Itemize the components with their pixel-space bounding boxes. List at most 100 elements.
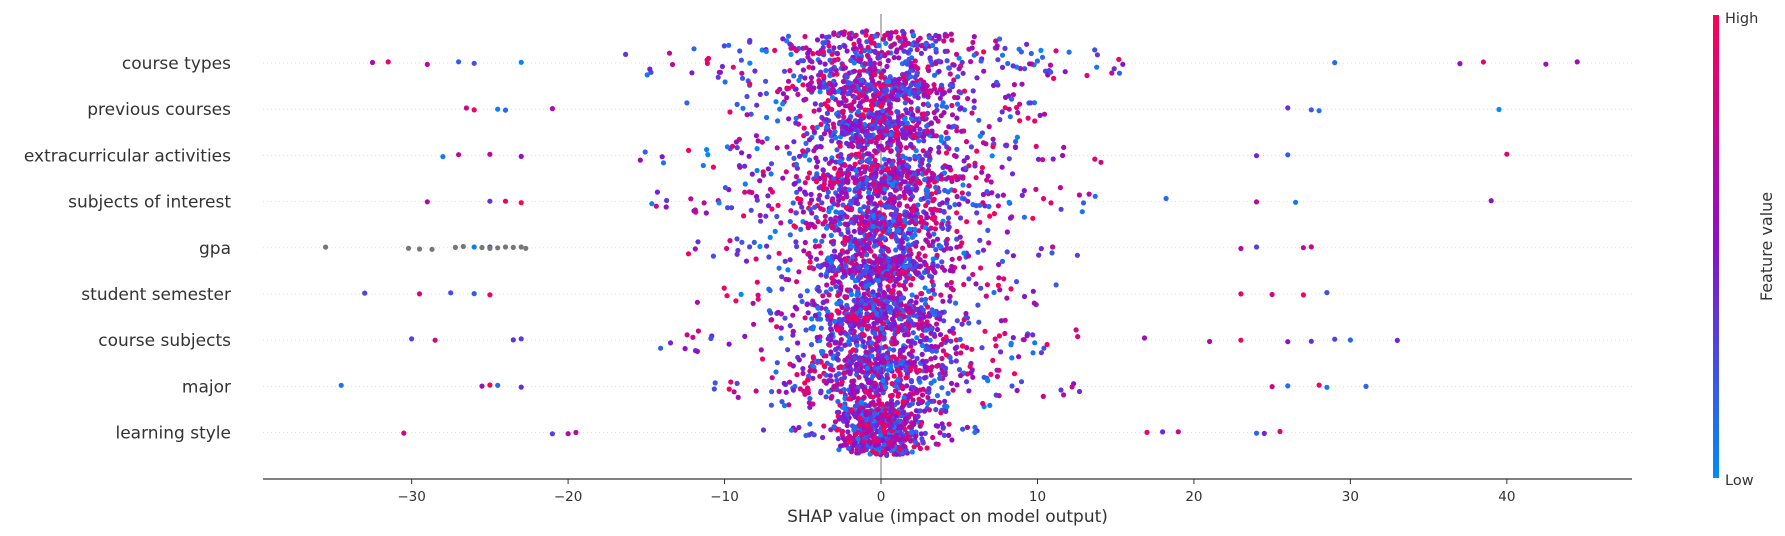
shap-point bbox=[823, 273, 829, 279]
shap-point-outlier bbox=[471, 107, 477, 113]
shap-point bbox=[941, 318, 947, 324]
shap-point bbox=[948, 279, 955, 286]
shap-point bbox=[933, 348, 940, 354]
shap-point bbox=[920, 440, 926, 446]
shap-point bbox=[911, 127, 917, 133]
shap-point bbox=[950, 287, 956, 293]
shap-point bbox=[948, 31, 954, 37]
shap-point bbox=[827, 106, 833, 112]
shap-point bbox=[688, 196, 694, 202]
shap-point bbox=[834, 356, 840, 362]
shap-point bbox=[828, 259, 834, 266]
shap-point bbox=[810, 124, 816, 130]
shap-point bbox=[929, 215, 935, 221]
shap-point bbox=[897, 419, 903, 425]
shap-point bbox=[885, 58, 891, 64]
shap-point bbox=[837, 214, 843, 221]
shap-point bbox=[937, 95, 943, 101]
shap-point bbox=[848, 114, 854, 120]
shap-point bbox=[844, 435, 851, 441]
shap-point bbox=[914, 42, 920, 49]
shap-point bbox=[880, 108, 886, 114]
shap-point bbox=[869, 340, 875, 346]
shap-point-missing bbox=[416, 246, 423, 252]
shap-point-missing bbox=[523, 245, 529, 251]
shap-point bbox=[816, 185, 822, 191]
shap-point bbox=[749, 171, 755, 177]
shap-point bbox=[947, 293, 953, 300]
shap-point bbox=[943, 104, 950, 110]
shap-point bbox=[726, 42, 732, 48]
shap-point bbox=[979, 345, 985, 351]
shap-point bbox=[864, 151, 870, 157]
shap-point bbox=[947, 354, 953, 361]
shap-point bbox=[1028, 50, 1034, 57]
shap-point bbox=[910, 112, 916, 118]
shap-point bbox=[806, 157, 813, 163]
shap-point bbox=[891, 373, 897, 379]
shap-point bbox=[956, 66, 962, 72]
shap-point bbox=[981, 68, 987, 74]
shap-point bbox=[765, 193, 771, 199]
shap-point bbox=[919, 332, 925, 339]
shap-point bbox=[943, 408, 949, 414]
shap-point bbox=[1058, 387, 1064, 393]
shap-point bbox=[1007, 114, 1013, 120]
shap-point bbox=[909, 292, 915, 298]
shap-point bbox=[824, 110, 831, 116]
shap-point bbox=[821, 172, 827, 178]
shap-point bbox=[917, 126, 923, 132]
shap-point bbox=[922, 177, 928, 183]
shap-point bbox=[793, 161, 800, 167]
feature-label: previous courses bbox=[87, 100, 231, 120]
shap-point bbox=[810, 65, 816, 71]
shap-point bbox=[896, 316, 903, 322]
shap-point bbox=[874, 422, 880, 428]
shap-point bbox=[1038, 246, 1044, 252]
shap-point bbox=[826, 292, 832, 298]
shap-point bbox=[895, 138, 901, 145]
shap-point bbox=[912, 153, 918, 159]
shap-point bbox=[944, 144, 950, 150]
shap-point bbox=[692, 246, 698, 252]
shap-point bbox=[930, 42, 936, 49]
shap-point bbox=[915, 65, 921, 71]
shap-point bbox=[952, 202, 958, 208]
shap-point bbox=[921, 314, 927, 320]
shap-point bbox=[866, 335, 873, 341]
feature-label: subjects of interest bbox=[68, 193, 231, 213]
shap-point bbox=[995, 282, 1002, 288]
shap-point bbox=[1094, 52, 1100, 58]
shap-point bbox=[1109, 70, 1115, 76]
shap-point bbox=[955, 74, 961, 80]
shap-point bbox=[790, 200, 796, 206]
shap-point bbox=[1084, 72, 1090, 79]
shap-point bbox=[954, 146, 960, 152]
shap-point bbox=[1021, 188, 1027, 194]
shap-point bbox=[880, 228, 886, 235]
shap-point bbox=[905, 40, 911, 47]
shap-point bbox=[999, 258, 1006, 264]
shap-point bbox=[947, 164, 953, 170]
shap-point bbox=[912, 232, 918, 238]
shap-point bbox=[660, 160, 667, 166]
shap-point bbox=[868, 102, 875, 108]
data-points bbox=[323, 28, 1580, 458]
shap-point bbox=[947, 298, 953, 304]
shap-point bbox=[930, 260, 936, 267]
shap-point bbox=[853, 134, 859, 140]
shap-point bbox=[924, 123, 930, 129]
shap-point bbox=[759, 356, 766, 362]
shap-point bbox=[932, 86, 938, 92]
shap-point bbox=[948, 359, 954, 365]
shap-point bbox=[750, 300, 756, 306]
shap-point bbox=[829, 275, 835, 281]
shap-point bbox=[913, 187, 919, 193]
shap-point bbox=[734, 101, 740, 107]
shap-point bbox=[900, 409, 907, 416]
shap-point bbox=[1010, 335, 1016, 341]
shap-point bbox=[841, 370, 847, 376]
shap-point bbox=[869, 271, 875, 277]
shap-point bbox=[910, 276, 916, 282]
shap-point-outlier bbox=[401, 430, 407, 436]
